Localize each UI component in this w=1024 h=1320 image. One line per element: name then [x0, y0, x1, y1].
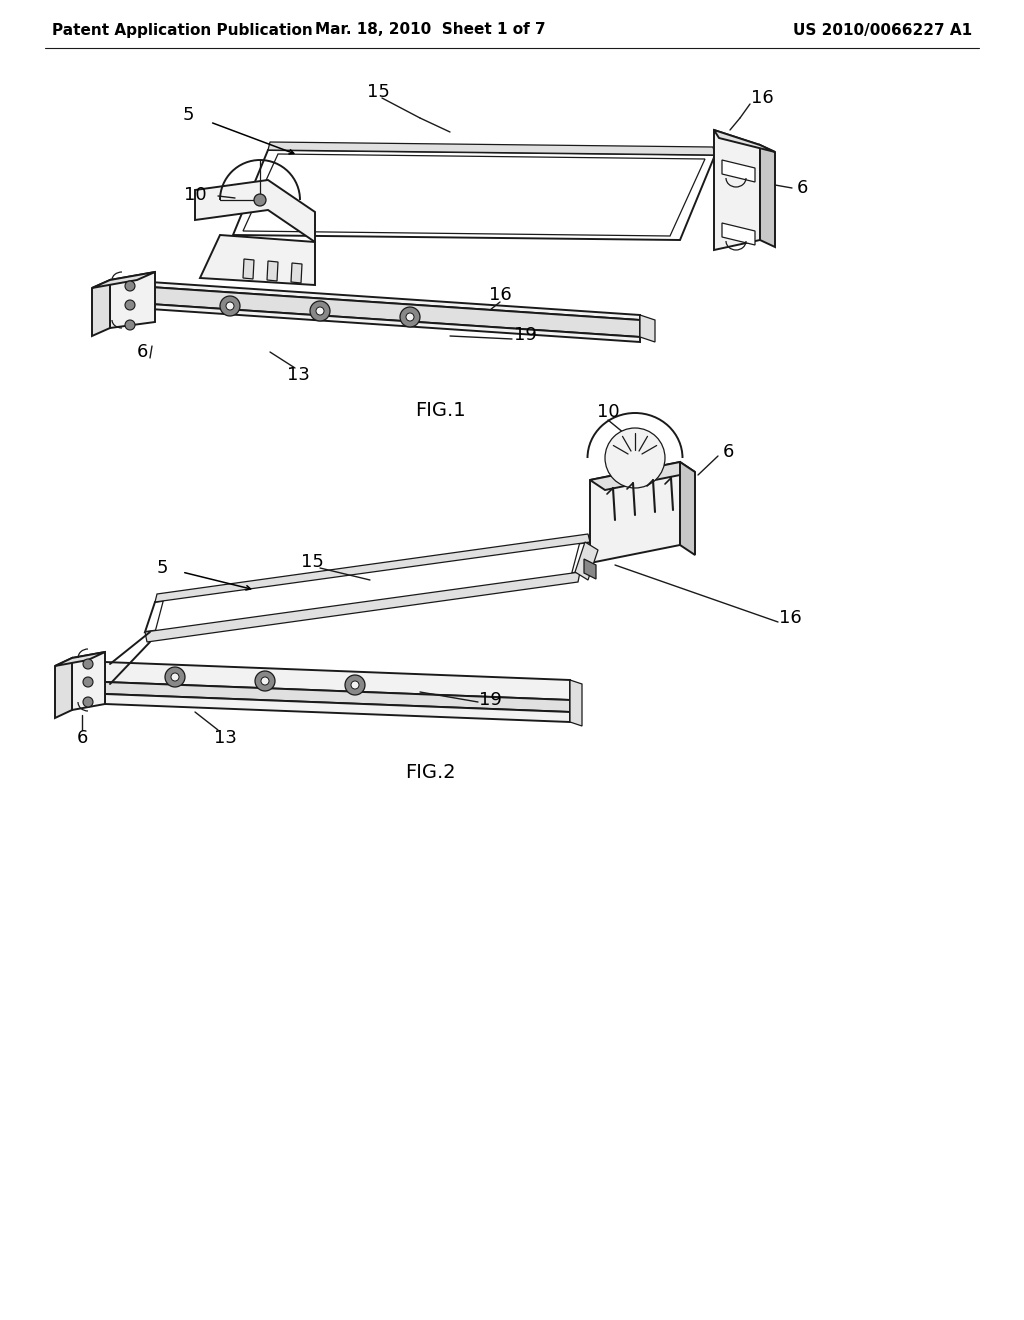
Polygon shape [105, 682, 570, 711]
Text: 6: 6 [722, 444, 733, 461]
Circle shape [165, 667, 185, 686]
Polygon shape [55, 652, 105, 667]
Text: 16: 16 [778, 609, 802, 627]
Circle shape [351, 681, 359, 689]
Text: FIG.1: FIG.1 [415, 400, 465, 420]
Circle shape [406, 313, 414, 321]
Circle shape [345, 675, 365, 696]
Circle shape [220, 296, 240, 315]
Circle shape [83, 677, 93, 686]
Polygon shape [155, 535, 590, 602]
Polygon shape [570, 680, 582, 726]
Text: US 2010/0066227 A1: US 2010/0066227 A1 [793, 22, 972, 37]
Polygon shape [55, 657, 72, 718]
Text: 16: 16 [488, 286, 511, 304]
Text: 19: 19 [478, 690, 502, 709]
Polygon shape [150, 282, 640, 319]
Circle shape [605, 428, 665, 488]
Text: 16: 16 [751, 88, 773, 107]
Polygon shape [195, 180, 315, 242]
Polygon shape [680, 462, 695, 554]
Polygon shape [233, 150, 715, 240]
Polygon shape [243, 259, 254, 279]
Text: 5: 5 [157, 558, 168, 577]
Polygon shape [150, 304, 640, 342]
Polygon shape [243, 154, 705, 236]
Text: 15: 15 [367, 83, 389, 102]
Circle shape [261, 677, 269, 685]
Polygon shape [92, 272, 155, 288]
Circle shape [316, 308, 324, 315]
Circle shape [226, 302, 234, 310]
Text: 13: 13 [214, 729, 237, 747]
Circle shape [254, 194, 266, 206]
Polygon shape [154, 539, 581, 636]
Polygon shape [640, 315, 655, 342]
Text: 13: 13 [287, 366, 309, 384]
Polygon shape [714, 129, 760, 249]
Circle shape [310, 301, 330, 321]
Text: 6: 6 [797, 180, 808, 197]
Polygon shape [72, 652, 105, 710]
Circle shape [83, 697, 93, 708]
Polygon shape [150, 286, 640, 337]
Polygon shape [575, 543, 598, 579]
Text: FIG.2: FIG.2 [404, 763, 456, 781]
Polygon shape [590, 462, 695, 490]
Polygon shape [722, 223, 755, 246]
Text: 6: 6 [77, 729, 88, 747]
Circle shape [171, 673, 179, 681]
Text: 5: 5 [182, 106, 194, 124]
Polygon shape [291, 263, 302, 282]
Polygon shape [722, 160, 755, 182]
Circle shape [125, 319, 135, 330]
Circle shape [400, 308, 420, 327]
Polygon shape [268, 143, 715, 154]
Text: Mar. 18, 2010  Sheet 1 of 7: Mar. 18, 2010 Sheet 1 of 7 [314, 22, 546, 37]
Text: 15: 15 [301, 553, 324, 572]
Text: 10: 10 [183, 186, 206, 205]
Polygon shape [267, 261, 278, 281]
Circle shape [255, 671, 275, 690]
Text: 10: 10 [597, 403, 620, 421]
Polygon shape [590, 462, 680, 564]
Polygon shape [200, 235, 315, 285]
Polygon shape [760, 145, 775, 247]
Polygon shape [145, 572, 580, 642]
Polygon shape [584, 558, 596, 579]
Polygon shape [145, 543, 590, 632]
Polygon shape [110, 272, 155, 327]
Text: 19: 19 [514, 326, 537, 345]
Polygon shape [105, 663, 570, 700]
Circle shape [83, 659, 93, 669]
Circle shape [125, 300, 135, 310]
Polygon shape [92, 280, 110, 337]
Polygon shape [105, 694, 570, 722]
Polygon shape [714, 129, 775, 152]
Text: 6: 6 [136, 343, 147, 360]
Circle shape [125, 281, 135, 290]
Text: Patent Application Publication: Patent Application Publication [52, 22, 312, 37]
